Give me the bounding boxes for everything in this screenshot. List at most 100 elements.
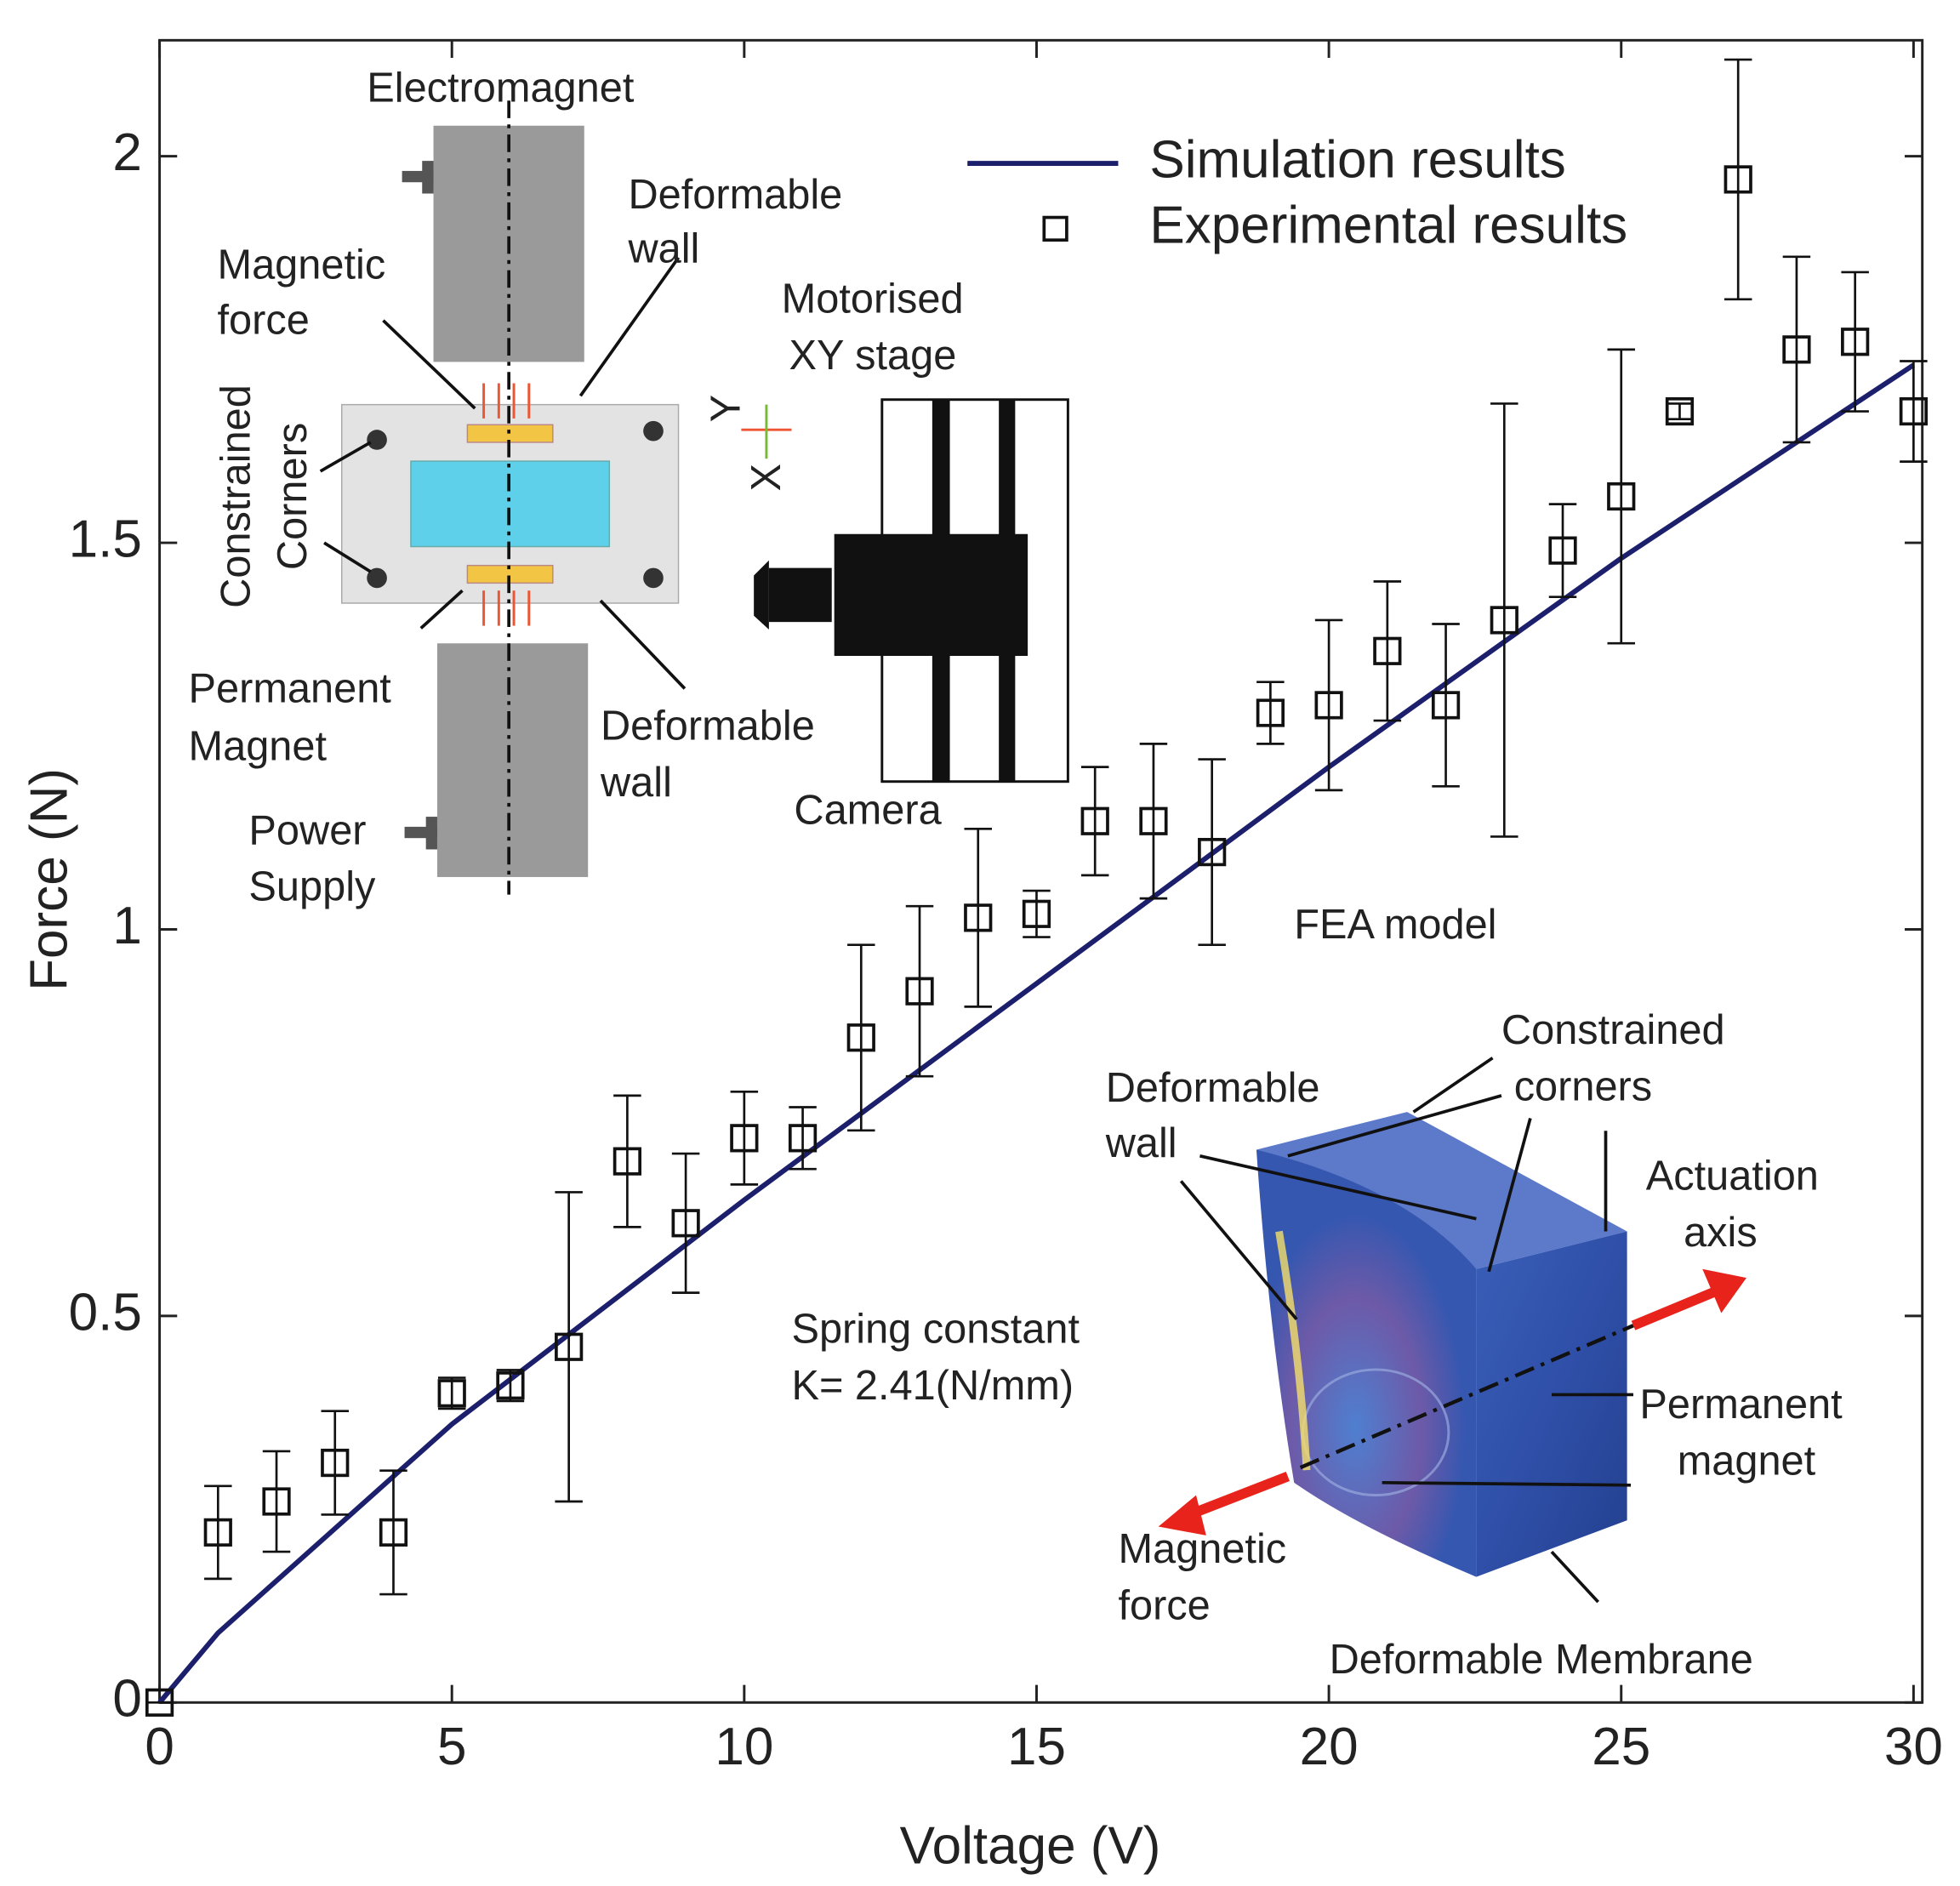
error-bar — [847, 943, 875, 1132]
annotation: Magnetic force — [218, 242, 386, 344]
annotation: Deformable wall — [627, 172, 842, 272]
annotation-line: force — [1118, 1582, 1210, 1628]
error-bar — [1023, 889, 1051, 938]
error-bar — [1373, 580, 1402, 722]
annotation-line: Y — [703, 395, 749, 422]
error-bar — [204, 1484, 232, 1581]
annotation-line: Constrained — [1501, 1007, 1725, 1053]
annotation-line: Actuation — [1646, 1153, 1819, 1199]
corner — [643, 420, 664, 442]
error-bar — [1080, 766, 1109, 877]
annotation: X — [744, 464, 789, 492]
x-axis-label: Voltage (V) — [900, 1816, 1161, 1875]
marker — [1256, 698, 1285, 727]
error-bar — [1432, 623, 1460, 788]
error-bar — [496, 1369, 525, 1403]
x-tick-label: 10 — [715, 1718, 773, 1776]
marker — [788, 1124, 818, 1153]
y-tick-label: 0.5 — [69, 1283, 142, 1342]
error-bar — [1724, 58, 1752, 301]
camera-lens — [768, 567, 832, 623]
fea-stress — [1275, 1230, 1311, 1471]
annotation: Motorised XY stage — [782, 276, 964, 378]
error-bar — [262, 1450, 291, 1553]
marker — [1665, 396, 1695, 426]
simulation-line — [157, 362, 1916, 1705]
marker — [964, 903, 993, 932]
annotation-line: FEA model — [1294, 902, 1496, 948]
annotation: Actuation axis — [1646, 1153, 1819, 1255]
annotation-line: wall — [600, 760, 672, 806]
annotation-line: K= 2.41(N/mm) — [791, 1363, 1074, 1409]
arrow-head — [1158, 1495, 1206, 1536]
marker — [1431, 691, 1461, 720]
marker — [1548, 536, 1577, 565]
error-bar — [964, 828, 992, 1008]
annotation-line: Motorised — [782, 276, 964, 322]
annotation: Electromagnet — [367, 65, 635, 111]
error-bar — [1782, 255, 1811, 444]
leader-lines — [1179, 1057, 1633, 1604]
camera-lens-tip — [754, 560, 769, 630]
error-bar — [1900, 360, 1928, 463]
annotation-line: wall — [1105, 1120, 1177, 1166]
annotation-line: Deformable — [1106, 1065, 1320, 1111]
marker — [1139, 806, 1168, 835]
annotation-line: X — [744, 464, 789, 492]
leader-lines — [319, 256, 687, 690]
error-bar — [1607, 348, 1635, 645]
marker — [1782, 335, 1811, 364]
error-bar — [1314, 618, 1343, 792]
marker — [612, 1147, 642, 1176]
annotation-line: Corners — [270, 423, 316, 570]
x-tick-label: 20 — [1300, 1718, 1359, 1776]
marker — [1490, 606, 1518, 635]
annotation-line: Magnetic — [1118, 1526, 1286, 1572]
corner — [643, 567, 664, 589]
force-arrows — [482, 383, 531, 626]
marker — [555, 1332, 584, 1361]
marker — [1899, 396, 1928, 426]
marker — [203, 1518, 232, 1547]
marker — [1022, 899, 1051, 928]
annotation-line: Constrained — [213, 385, 259, 608]
marker — [262, 1487, 291, 1516]
connector — [425, 817, 437, 850]
marker — [496, 1371, 525, 1400]
actuation-axis — [1299, 1324, 1634, 1470]
y-axis-label: Force (N) — [20, 768, 78, 991]
error-bar — [1841, 271, 1869, 413]
y-tick-label: 0 — [112, 1670, 142, 1729]
marker — [730, 1124, 759, 1153]
x-tick-label: 25 — [1592, 1718, 1650, 1776]
error-bar — [1198, 758, 1226, 946]
x-tick-label: 30 — [1884, 1718, 1943, 1776]
annotation-line: Power — [248, 807, 366, 853]
marker — [321, 1448, 350, 1478]
marker — [1607, 481, 1636, 511]
error-bar — [1548, 503, 1577, 599]
arrow-head — [1702, 1268, 1746, 1313]
error-bar — [1139, 743, 1168, 900]
arrow — [1188, 1471, 1290, 1519]
annotation: Y — [703, 395, 749, 422]
annotation-line: axis — [1684, 1210, 1758, 1256]
error-bar — [1256, 681, 1285, 745]
legend-marker — [1042, 215, 1068, 242]
annotation: Power Supply — [248, 807, 376, 909]
error-bar — [1490, 402, 1518, 838]
annotation-line: Magnet — [189, 723, 328, 769]
y-tick-label: 1 — [112, 897, 142, 955]
annotation-line: Magnetic — [218, 242, 386, 288]
error-bar — [671, 1152, 700, 1294]
marker — [379, 1518, 408, 1547]
legend-label: Experimental results — [1149, 196, 1627, 254]
fea-top — [1256, 1112, 1627, 1269]
annotation: Constrained corners — [1501, 1007, 1725, 1109]
x-tick-label: 15 — [1007, 1718, 1066, 1776]
arrow — [1631, 1286, 1718, 1330]
marker — [671, 1209, 700, 1238]
annotation-line: wall — [627, 225, 699, 271]
annotation-line: Electromagnet — [367, 65, 635, 111]
